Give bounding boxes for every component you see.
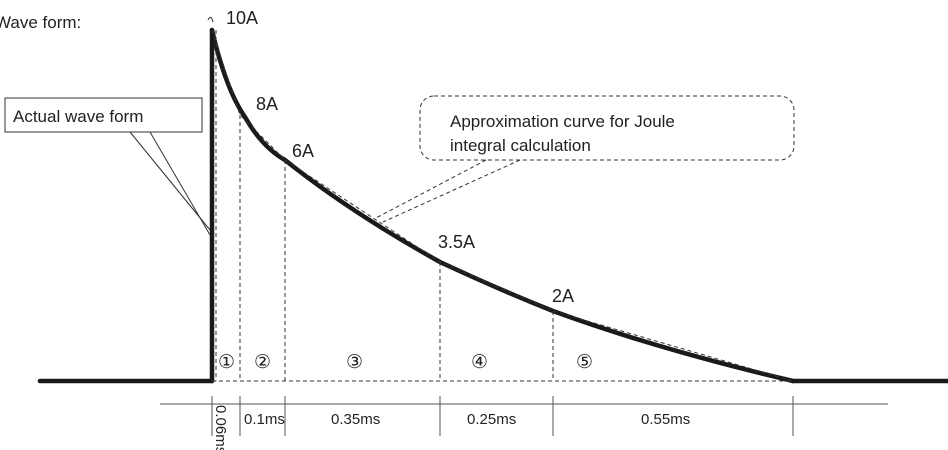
callout-approx-box [419, 95, 795, 161]
duration-0.55ms: 0.55ms [641, 411, 690, 428]
label-3.5A: 3.5A [438, 232, 475, 252]
segment-number-3: ③ [346, 352, 363, 373]
callout-actual-box [4, 97, 203, 133]
label-2A: 2A [552, 286, 574, 306]
callout-approx-line2: integral calculation [450, 136, 591, 155]
label-6A: 6A [292, 141, 314, 161]
callout-actual-text: Actual wave form [13, 107, 143, 126]
peak-tick-mark [207, 16, 214, 23]
segment-number-5: ⑤ [576, 352, 593, 373]
callout-approx-pointer-2 [382, 159, 521, 223]
duration-0.35ms: 0.35ms [331, 411, 380, 428]
segment-number-1: ① [218, 352, 235, 373]
approximation-curve [211, 29, 794, 382]
callout-actual-pointer-1 [129, 131, 211, 231]
diagram-title: Wave form: [0, 13, 81, 32]
duration-0.06ms: 0.06ms [212, 405, 229, 450]
duration-0.1ms: 0.1ms [244, 411, 285, 428]
actual-waveform-curve [209, 27, 796, 384]
callout-actual-pointer-2 [149, 131, 211, 236]
segment-number-2: ② [254, 352, 271, 373]
duration-0.25ms: 0.25ms [467, 411, 516, 428]
callout-approx-pointer-1 [375, 159, 487, 219]
segment-number-4: ④ [471, 352, 488, 373]
label-8A: 8A [256, 94, 278, 114]
callout-approx-line1: Approximation curve for Joule [450, 112, 675, 131]
label-10A: 10A [226, 8, 258, 28]
